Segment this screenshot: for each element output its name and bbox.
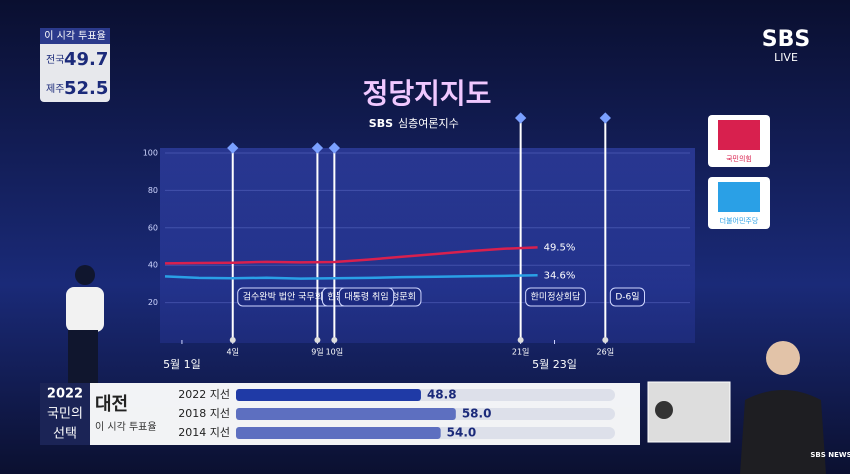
logo-year: 2022 — [47, 387, 83, 402]
event-box — [525, 287, 586, 307]
subtitle-brand: SBS — [369, 117, 393, 130]
y-tick-label: 40 — [148, 261, 158, 270]
turnout-value: 49.7 — [64, 49, 108, 70]
y-tick-label: 20 — [148, 298, 158, 307]
turnout-bar — [236, 408, 456, 420]
turnout-value: 58.0 — [462, 407, 492, 421]
x-tick-label: 5월 1일 — [163, 357, 201, 371]
caption: 이 시각 투표율 — [95, 421, 157, 433]
turnout-region: 전국 — [46, 54, 64, 66]
x-tick-label: 4일 — [227, 348, 239, 357]
turnout-bar — [236, 389, 421, 401]
turnout-bar — [236, 427, 441, 439]
x-tick-label: 21일 — [512, 348, 530, 357]
logo-box — [40, 383, 90, 445]
presenter — [66, 265, 104, 385]
event-label: 대통령 취임 — [344, 291, 388, 303]
y-tick-label: 80 — [148, 186, 158, 195]
plot-area — [160, 148, 695, 343]
y-tick-label: 100 — [143, 149, 158, 158]
legend-swatch — [718, 182, 760, 212]
subtitle: 심층여론지수 — [398, 117, 459, 130]
turnout-value: 52.5 — [64, 78, 108, 99]
end-label: 49.5% — [544, 242, 576, 253]
event-box — [609, 287, 646, 307]
x-tick-label: 5월 23일 — [532, 357, 577, 371]
logo-line: 국민의 — [47, 407, 83, 422]
turnout-region: 제주 — [46, 83, 64, 95]
legend-swatch — [718, 120, 760, 150]
logo: SBS — [762, 27, 810, 52]
y-tick-label: 60 — [148, 223, 158, 232]
turnout-value: 54.0 — [447, 426, 477, 440]
turnout-title: 이 시각 투표율 — [44, 30, 106, 42]
region: 대전 — [95, 394, 128, 415]
event-dot — [229, 337, 236, 343]
logo-line: 선택 — [53, 427, 77, 442]
turnout-value: 48.8 — [427, 388, 457, 402]
event-dot — [331, 337, 338, 343]
chart-title: 정당지지도 — [363, 77, 492, 110]
turnout-label: 2018 지선 — [178, 407, 230, 420]
event-dot — [602, 337, 609, 343]
event-dot — [517, 337, 524, 343]
legend-label: 더불어민주당 — [720, 216, 759, 225]
x-tick-label: 26일 — [597, 348, 615, 357]
sign-interpreter — [740, 341, 826, 474]
event-dot — [314, 337, 321, 343]
turnout-label: 2022 지선 — [178, 388, 230, 401]
x-tick-label: 9일 — [311, 348, 323, 357]
series-line — [164, 274, 538, 280]
turnout-box — [40, 28, 110, 102]
x-tick-label: 10일 — [326, 348, 344, 357]
event-marker — [227, 142, 239, 154]
series-line — [164, 246, 538, 265]
end-label: 34.6% — [544, 270, 576, 281]
event-label: 한미정상회담 — [531, 291, 581, 303]
photos — [647, 381, 731, 443]
event-marker — [311, 142, 324, 154]
event-label: D-6일 — [615, 292, 639, 303]
turnout-label: 2014 지선 — [178, 426, 230, 439]
event-box — [338, 287, 395, 307]
turnout-header — [40, 28, 110, 44]
legend-label: 국민의힘 — [726, 154, 752, 163]
news-logo: SBS NEWS — [810, 451, 850, 459]
live: LIVE — [774, 51, 798, 64]
event-marker — [328, 142, 341, 154]
